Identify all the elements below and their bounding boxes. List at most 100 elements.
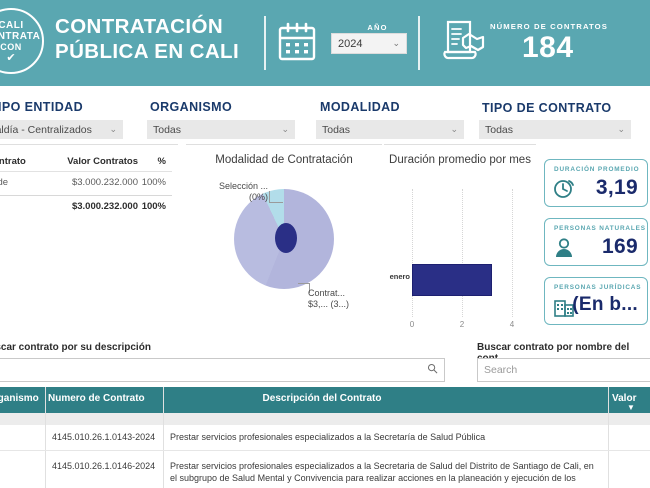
table-row[interactable]: 4145.010.26.1.0146-2024 <box>52 460 160 472</box>
xtick-0: 0 <box>409 320 415 329</box>
summary-total-pct: 100% <box>141 201 166 212</box>
th-organismo[interactable]: Organismo <box>0 393 39 404</box>
summary-header-divider <box>0 171 172 172</box>
column-divider-3 <box>608 387 609 488</box>
sort-descending-icon[interactable]: ▼ <box>627 403 635 412</box>
page-title: CONTRATACIÓN PÚBLICA EN CALI <box>55 14 260 64</box>
summary-table-header-row: Tipo de Contrato Valor Contratos % <box>0 156 178 167</box>
pie-label-contratacion-value: $3,... (3...) <box>308 299 350 309</box>
filter-label-tipo-contrato: TIPO DE CONTRATO <box>482 101 612 115</box>
filter-dropdown-tipo-contrato[interactable]: Todas ⌄ <box>479 120 631 139</box>
summary-table-row[interactable]: Prestación de $3.000.232.000 100% <box>0 177 178 188</box>
pie-label-seleccion-text: Selección ... <box>218 181 268 191</box>
chevron-down-icon: ⌄ <box>450 124 458 134</box>
table-row[interactable]: 4145.010.26.1.0143-2024 <box>52 431 160 443</box>
filter-label-modalidad: MODALIDAD <box>320 100 400 114</box>
cali-contrata-logo: CALI CONTRATA CON ✔ <box>0 8 44 74</box>
summary-total-valor: $3.000.232.000 <box>71 201 138 212</box>
chevron-down-icon: ⌄ <box>281 124 289 134</box>
pie-chart-plot[interactable] <box>234 189 334 289</box>
column-divider-1 <box>45 387 46 488</box>
pie-chart-title: Modalidad de Contratación <box>215 154 353 166</box>
pie-label-seleccion: Selección ... (0%) <box>196 181 268 203</box>
logo-check-icon: ✔ <box>6 51 16 64</box>
summary-header-pct: % <box>157 156 166 167</box>
kpi-juridicas-title: PERSONAS JURÍDICAS <box>554 284 642 291</box>
contracts-table: Organismo Numero de Contrato Descripción… <box>0 387 650 488</box>
bar-chart-card: Duración promedio por mes enero 0 2 4 <box>384 144 536 336</box>
search-icon[interactable] <box>427 363 438 377</box>
chevron-down-icon: ⌄ <box>109 124 117 134</box>
chevron-down-icon: ⌄ <box>617 124 625 134</box>
header-divider-left <box>264 16 266 70</box>
th-descripcion[interactable]: Descripción del Contrato <box>262 393 382 404</box>
filter-value-tipo-contrato: Todas <box>485 123 514 136</box>
gridline-4 <box>512 189 513 317</box>
summary-header-valor: Valor Contratos <box>67 156 138 167</box>
calendar-icon <box>277 22 317 62</box>
search-row: Buscar contrato por su descripción Busca… <box>0 337 650 387</box>
year-select-value: 2024 <box>338 37 363 50</box>
logo-line-3: CON <box>0 41 22 52</box>
filter-value-organismo: Todas <box>153 123 182 136</box>
kpi-personas-juridicas[interactable]: PERSONAS JURÍDICAS (En b... <box>544 277 648 325</box>
pie-label-contratacion: Contrat... $3,... (3...) <box>308 288 380 310</box>
handshake-document-icon <box>440 18 488 66</box>
table-spacer-row <box>0 413 650 425</box>
kpi-juridicas-value: (En b... <box>572 294 638 315</box>
xtick-4: 4 <box>509 320 515 329</box>
clock-icon <box>553 178 575 200</box>
cell-numero-contrato: 4145.010.26.1.0143-2024 <box>52 432 156 442</box>
filter-dropdown-modalidad[interactable]: Todas ⌄ <box>316 120 464 139</box>
summary-total-label <box>0 201 52 212</box>
kpi-duracion-value: 3,19 <box>595 176 638 199</box>
kpi-naturales-title: PERSONAS NATURALES <box>554 225 646 232</box>
th-valor[interactable]: Valor <box>612 393 637 404</box>
header-divider-right <box>418 16 420 70</box>
table-row[interactable]: Prestar servicios profesionales especial… <box>170 431 602 443</box>
column-divider-2 <box>163 387 164 488</box>
filter-bar: TIPO ENTIDAD Alcaldía - Centralizados ⌄ … <box>0 86 650 140</box>
summary-header-tipo: Tipo de Contrato <box>0 156 26 167</box>
app-header: CALI CONTRATA CON ✔ CONTRATACIÓN PÚBLICA… <box>0 0 650 86</box>
kpi-duracion-promedio[interactable]: DURACIÓN PROMEDIO 3,19 <box>544 159 648 207</box>
filter-label-organismo: ORGANISMO <box>150 100 233 114</box>
pie-chart-card: Modalidad de Contratación Selección ... … <box>186 144 382 336</box>
summary-cell-valor: $3.000.232.000 <box>71 177 138 188</box>
summary-total-row: $3.000.232.000 100% <box>0 201 178 212</box>
pie-leader-line-bottom <box>298 283 310 293</box>
kpi-naturales-value: 169 <box>602 235 638 258</box>
xtick-2: 2 <box>459 320 465 329</box>
summary-cell-tipo: Prestación de <box>0 177 9 188</box>
year-label: AÑO <box>367 23 388 32</box>
kpi-personas-naturales[interactable]: PERSONAS NATURALES 169 <box>544 218 648 266</box>
gridline-0 <box>412 189 413 317</box>
summary-cell-pct: 100% <box>141 177 166 188</box>
year-select[interactable]: 2024 ⌄ <box>331 33 407 54</box>
page-title-line-2: PÚBLICA EN CALI <box>55 40 240 63</box>
row-divider <box>0 450 650 451</box>
search-contratista-placeholder: Search <box>484 364 518 376</box>
search-contratista-input[interactable]: Search <box>477 358 650 382</box>
page-title-line-1: CONTRATACIÓN <box>55 15 224 38</box>
summary-table-card: Tipo de Contrato Valor Contratos % Prest… <box>0 144 178 222</box>
search-left-label: Buscar contrato por su descripción <box>0 342 151 353</box>
contract-count-value: 184 <box>522 31 574 64</box>
filter-value-modalidad: Todas <box>322 123 351 136</box>
filter-dropdown-organismo[interactable]: Todas ⌄ <box>147 120 295 139</box>
pie-center-wedge <box>275 223 297 253</box>
bar-enero[interactable] <box>412 264 492 296</box>
kpi-duracion-title: DURACIÓN PROMEDIO <box>554 166 640 173</box>
chevron-down-icon: ⌄ <box>392 38 400 48</box>
search-description-input[interactable] <box>0 358 445 382</box>
th-numero-contrato[interactable]: Numero de Contrato <box>48 393 145 404</box>
gridline-2 <box>462 189 463 317</box>
bar-chart-plot: enero 0 2 4 <box>390 189 524 339</box>
summary-total-divider <box>0 195 172 196</box>
pie-leader-line-top <box>269 191 283 203</box>
bar-category-label: enero <box>389 272 410 281</box>
cell-descripcion: Prestar servicios profesionales especial… <box>170 461 594 488</box>
filter-dropdown-tipo-entidad[interactable]: Alcaldía - Centralizados ⌄ <box>0 120 123 139</box>
table-row[interactable]: Prestar servicios profesionales especial… <box>170 460 602 488</box>
